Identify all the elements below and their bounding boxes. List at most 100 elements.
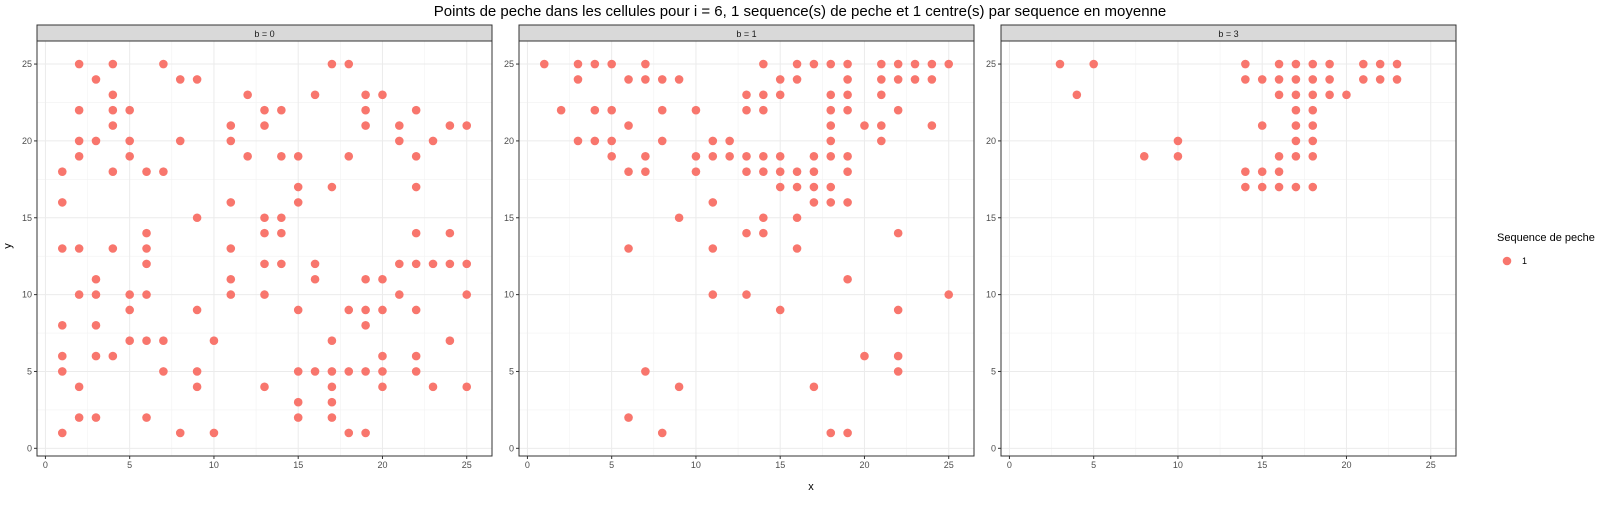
data-point (893, 367, 903, 376)
data-point (624, 121, 633, 130)
data-point (192, 213, 202, 223)
data-point (691, 151, 701, 161)
data-point (293, 397, 303, 407)
data-point (462, 259, 472, 269)
data-point (843, 75, 852, 84)
data-point (742, 90, 751, 100)
data-point (742, 151, 751, 161)
data-point (641, 75, 650, 84)
data-point (1308, 75, 1318, 84)
data-point (91, 136, 101, 146)
data-point (57, 367, 67, 376)
data-point (209, 336, 219, 346)
data-point (310, 274, 320, 284)
x-tick-label: 0 (1007, 460, 1012, 470)
data-point (462, 290, 472, 299)
data-point (843, 198, 852, 207)
y-tick-label: 10 (22, 290, 32, 300)
data-point (277, 213, 286, 223)
data-point (277, 228, 286, 238)
data-point (74, 413, 84, 422)
data-point (260, 259, 269, 269)
data-point (860, 121, 869, 130)
data-point (1375, 75, 1385, 84)
data-point (57, 351, 67, 361)
data-point (1274, 151, 1284, 161)
x-tick-label: 5 (609, 460, 614, 470)
data-point (775, 90, 785, 100)
y-tick-label: 20 (986, 136, 996, 146)
data-point (327, 336, 337, 346)
data-point (243, 90, 252, 100)
data-point (1308, 151, 1318, 161)
data-point (1308, 136, 1318, 146)
y-tick-label: 20 (504, 136, 514, 146)
data-point (1291, 121, 1301, 130)
data-point (674, 382, 684, 392)
y-tick-label: 5 (27, 366, 32, 376)
data-point (775, 75, 785, 84)
facet-strip-label: b = 3 (1218, 29, 1238, 39)
data-point (809, 151, 819, 161)
data-point (74, 290, 84, 299)
data-point (910, 59, 920, 69)
y-tick-label: 20 (22, 136, 32, 146)
data-point (344, 367, 354, 376)
data-point (142, 244, 151, 253)
data-point (57, 167, 67, 176)
data-point (293, 182, 303, 192)
data-point (708, 151, 718, 161)
data-point (1342, 90, 1351, 100)
x-tick-label: 25 (944, 460, 954, 470)
data-point (142, 290, 151, 299)
data-point (1359, 59, 1368, 69)
chart-title: Points de peche dans les cellules pour i… (434, 3, 1167, 20)
data-point (462, 382, 472, 392)
data-point (277, 151, 286, 161)
data-point (74, 382, 84, 392)
data-point (293, 305, 303, 315)
data-point (742, 228, 751, 238)
x-tick-label: 10 (691, 460, 701, 470)
data-point (1274, 59, 1284, 69)
data-point (395, 259, 404, 269)
data-point (826, 198, 836, 207)
data-point (378, 90, 387, 100)
data-point (411, 151, 421, 161)
data-point (893, 105, 903, 115)
data-point (607, 59, 616, 69)
data-point (877, 136, 886, 146)
y-tick-label: 0 (991, 443, 996, 453)
data-point (293, 151, 303, 161)
y-tick-label: 15 (986, 213, 996, 223)
data-point (590, 59, 600, 69)
data-point (310, 90, 320, 100)
data-point (775, 151, 785, 161)
data-point (877, 121, 886, 130)
data-point (1392, 59, 1402, 69)
legend-key-point (1502, 256, 1512, 266)
data-point (327, 413, 337, 422)
data-point (411, 228, 421, 238)
y-tick-label: 15 (504, 213, 514, 223)
data-point (725, 151, 734, 161)
data-point (641, 59, 650, 69)
data-point (91, 351, 101, 361)
x-tick-label: 25 (462, 460, 472, 470)
data-point (657, 105, 667, 115)
data-point (226, 198, 236, 207)
data-point (1274, 90, 1284, 100)
data-point (74, 59, 84, 69)
data-point (260, 213, 269, 223)
data-point (1274, 182, 1284, 192)
data-point (361, 428, 370, 438)
data-point (1241, 75, 1250, 84)
data-point (893, 228, 903, 238)
data-point (411, 182, 421, 192)
data-point (792, 75, 802, 84)
data-point (1274, 167, 1284, 176)
data-point (590, 136, 600, 146)
data-point (108, 105, 118, 115)
data-point (142, 336, 151, 346)
